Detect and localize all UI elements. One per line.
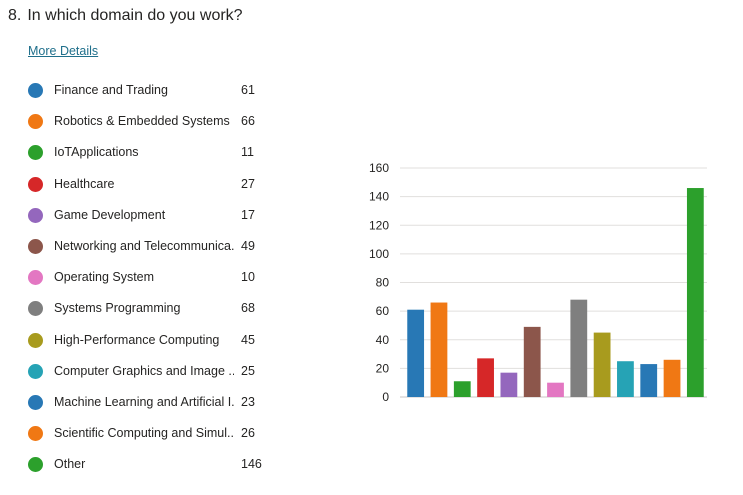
- bar[interactable]: [593, 332, 611, 397]
- legend-color-dot: [28, 238, 43, 254]
- legend-label: Systems Programming: [54, 301, 181, 316]
- y-tick-label: 20: [376, 361, 390, 375]
- y-tick-label: 140: [369, 190, 389, 204]
- legend-color-dot: [28, 176, 43, 192]
- legend-color-dot: [28, 301, 43, 317]
- legend-count: 10: [241, 270, 255, 285]
- legend-label: Operating System: [54, 270, 155, 285]
- legend-label: Game Development: [54, 207, 166, 222]
- legend-color-dot: [28, 426, 43, 442]
- legend-item[interactable]: Other 146: [28, 454, 268, 485]
- legend-color-dot: [28, 394, 43, 410]
- legend-count: 11: [241, 145, 254, 160]
- legend-item[interactable]: Scientific Computing and Simul... 26: [28, 423, 268, 454]
- bar[interactable]: [430, 302, 448, 397]
- question-number: 8.: [8, 7, 22, 24]
- bar[interactable]: [453, 381, 471, 397]
- legend-count: 45: [241, 332, 255, 347]
- legend-item[interactable]: Finance and Trading 61: [28, 80, 268, 111]
- legend-count: 26: [241, 426, 255, 441]
- bar[interactable]: [570, 299, 588, 397]
- y-tick-label: 120: [369, 218, 389, 232]
- legend-color-dot: [28, 83, 43, 98]
- legend-item[interactable]: High-Performance Computing 45: [28, 330, 268, 361]
- legend-label: IoTApplications: [54, 145, 139, 160]
- legend-count: 146: [241, 457, 262, 472]
- legend-count: 61: [241, 83, 255, 97]
- legend-color-dot: [28, 332, 43, 348]
- legend-color-dot: [28, 363, 43, 379]
- bar[interactable]: [617, 361, 634, 397]
- legend-count: 25: [241, 363, 255, 378]
- y-tick-label: 40: [376, 333, 390, 347]
- bar[interactable]: [407, 309, 425, 397]
- y-tick-label: 60: [376, 304, 390, 318]
- bar[interactable]: [523, 326, 541, 397]
- legend-color-dot: [28, 457, 43, 473]
- legend-label: Machine Learning and Artificial I...: [54, 394, 234, 409]
- legend: Finance and Trading 61 Robotics & Embedded…: [28, 80, 268, 485]
- legend-item[interactable]: Networking and Telecommunica... 49: [28, 236, 268, 267]
- legend-label: Robotics & Embedded Systems: [54, 114, 230, 129]
- question-title: 8. In which domain do you work?: [8, 7, 243, 25]
- legend-label: High-Performance Computing: [54, 332, 220, 347]
- legend-count: 66: [241, 114, 255, 129]
- legend-color-dot: [28, 207, 43, 223]
- legend-label: Computer Graphics and Image ...: [54, 363, 234, 378]
- legend-count: 27: [241, 176, 255, 191]
- question-text: In which domain do you work?: [27, 7, 243, 24]
- legend-count: 49: [241, 238, 255, 253]
- y-tick-label: 0: [382, 390, 389, 404]
- legend-label: Networking and Telecommunica...: [54, 238, 234, 253]
- more-details-link[interactable]: More Details: [28, 44, 99, 58]
- legend-label: Other: [54, 457, 86, 472]
- legend-label: Scientific Computing and Simul...: [54, 426, 234, 441]
- bar[interactable]: [640, 364, 658, 397]
- bar-chart: 0 20 40 60 80 100 120 140 160: [369, 161, 707, 404]
- legend-count: 17: [241, 207, 255, 222]
- y-tick-label: 160: [369, 161, 389, 175]
- legend-label: Finance and Trading: [54, 83, 168, 97]
- legend-label: Healthcare: [54, 176, 115, 191]
- legend-color-dot: [28, 270, 43, 286]
- legend-item[interactable]: Robotics & Embedded Systems 66: [28, 111, 268, 142]
- bar[interactable]: [500, 372, 518, 397]
- y-tick-label: 80: [376, 276, 390, 290]
- legend-color-dot: [28, 145, 43, 161]
- legend-count: 68: [241, 301, 255, 316]
- bar[interactable]: [547, 382, 564, 397]
- legend-item[interactable]: Game Development 17: [28, 205, 268, 236]
- legend-item[interactable]: Operating System 10: [28, 267, 268, 298]
- legend-color-dot: [28, 114, 43, 130]
- legend-item[interactable]: Healthcare 27: [28, 174, 268, 205]
- bar[interactable]: [477, 358, 494, 397]
- y-tick-label: 100: [369, 247, 389, 261]
- bar[interactable]: [686, 188, 704, 397]
- legend-item[interactable]: Machine Learning and Artificial I... 23: [28, 392, 268, 423]
- legend-item[interactable]: Computer Graphics and Image ... 25: [28, 361, 268, 392]
- legend-item[interactable]: IoTApplications 11: [28, 142, 268, 173]
- bar[interactable]: [663, 359, 681, 397]
- legend-item[interactable]: Systems Programming 68: [28, 298, 268, 329]
- legend-count: 23: [241, 394, 255, 409]
